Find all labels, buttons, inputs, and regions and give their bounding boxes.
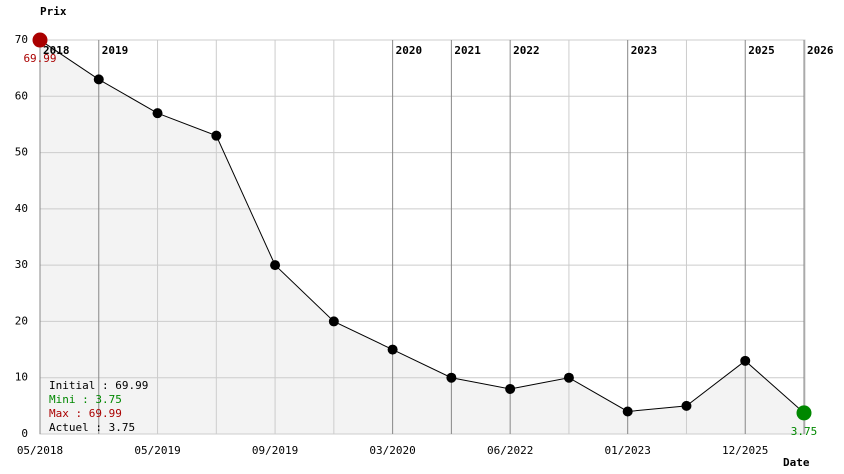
point [563,372,574,383]
point [270,260,281,271]
x-tick-label: 05/2019 [134,444,180,457]
year-label: 2021 [454,44,481,57]
x-axis-label: Date [783,456,810,469]
x-tick-label: 05/2018 [17,444,63,457]
x-tick-label: 12/2025 [722,444,768,457]
summary-text: Max : 69.99 [49,407,122,420]
y-axis-label: Prix [40,5,67,18]
year-label: 2019 [102,44,128,57]
data-label: 69.99 [23,52,56,65]
x-tick-label: 01/2023 [605,444,651,457]
year-label: 2023 [631,44,658,57]
x-tick-label: 06/2022 [487,444,533,457]
point [740,355,751,366]
point [796,405,812,421]
x-tick-label: 09/2019 [252,444,298,457]
data-label: 3.75 [791,425,818,438]
y-tick-label: 10 [15,371,28,384]
y-tick-label: 20 [15,314,28,327]
y-tick-label: 0 [21,427,28,440]
year-label: 2025 [748,44,775,57]
point [32,32,48,48]
point [446,372,457,383]
y-tick-label: 30 [15,258,28,271]
point [93,74,104,85]
y-tick-label: 60 [15,89,28,102]
summary-text: Initial : 69.99 [49,379,148,392]
year-label: 2020 [396,44,423,57]
point [681,400,692,411]
y-tick-label: 70 [15,33,28,46]
line [39,39,805,414]
point [211,130,222,141]
x-tick-label: 03/2020 [369,444,415,457]
point [328,316,339,327]
point [387,344,398,355]
year-label: 2026 [807,44,834,57]
y-tick-label: 50 [15,146,28,159]
summary-text: Mini : 3.75 [49,393,122,406]
point [505,383,516,394]
point [152,108,163,119]
point [622,406,633,417]
year-label: 2022 [513,44,540,57]
area [40,40,804,435]
summary-text: Actuel : 3.75 [49,421,135,434]
y-tick-label: 40 [15,202,28,215]
